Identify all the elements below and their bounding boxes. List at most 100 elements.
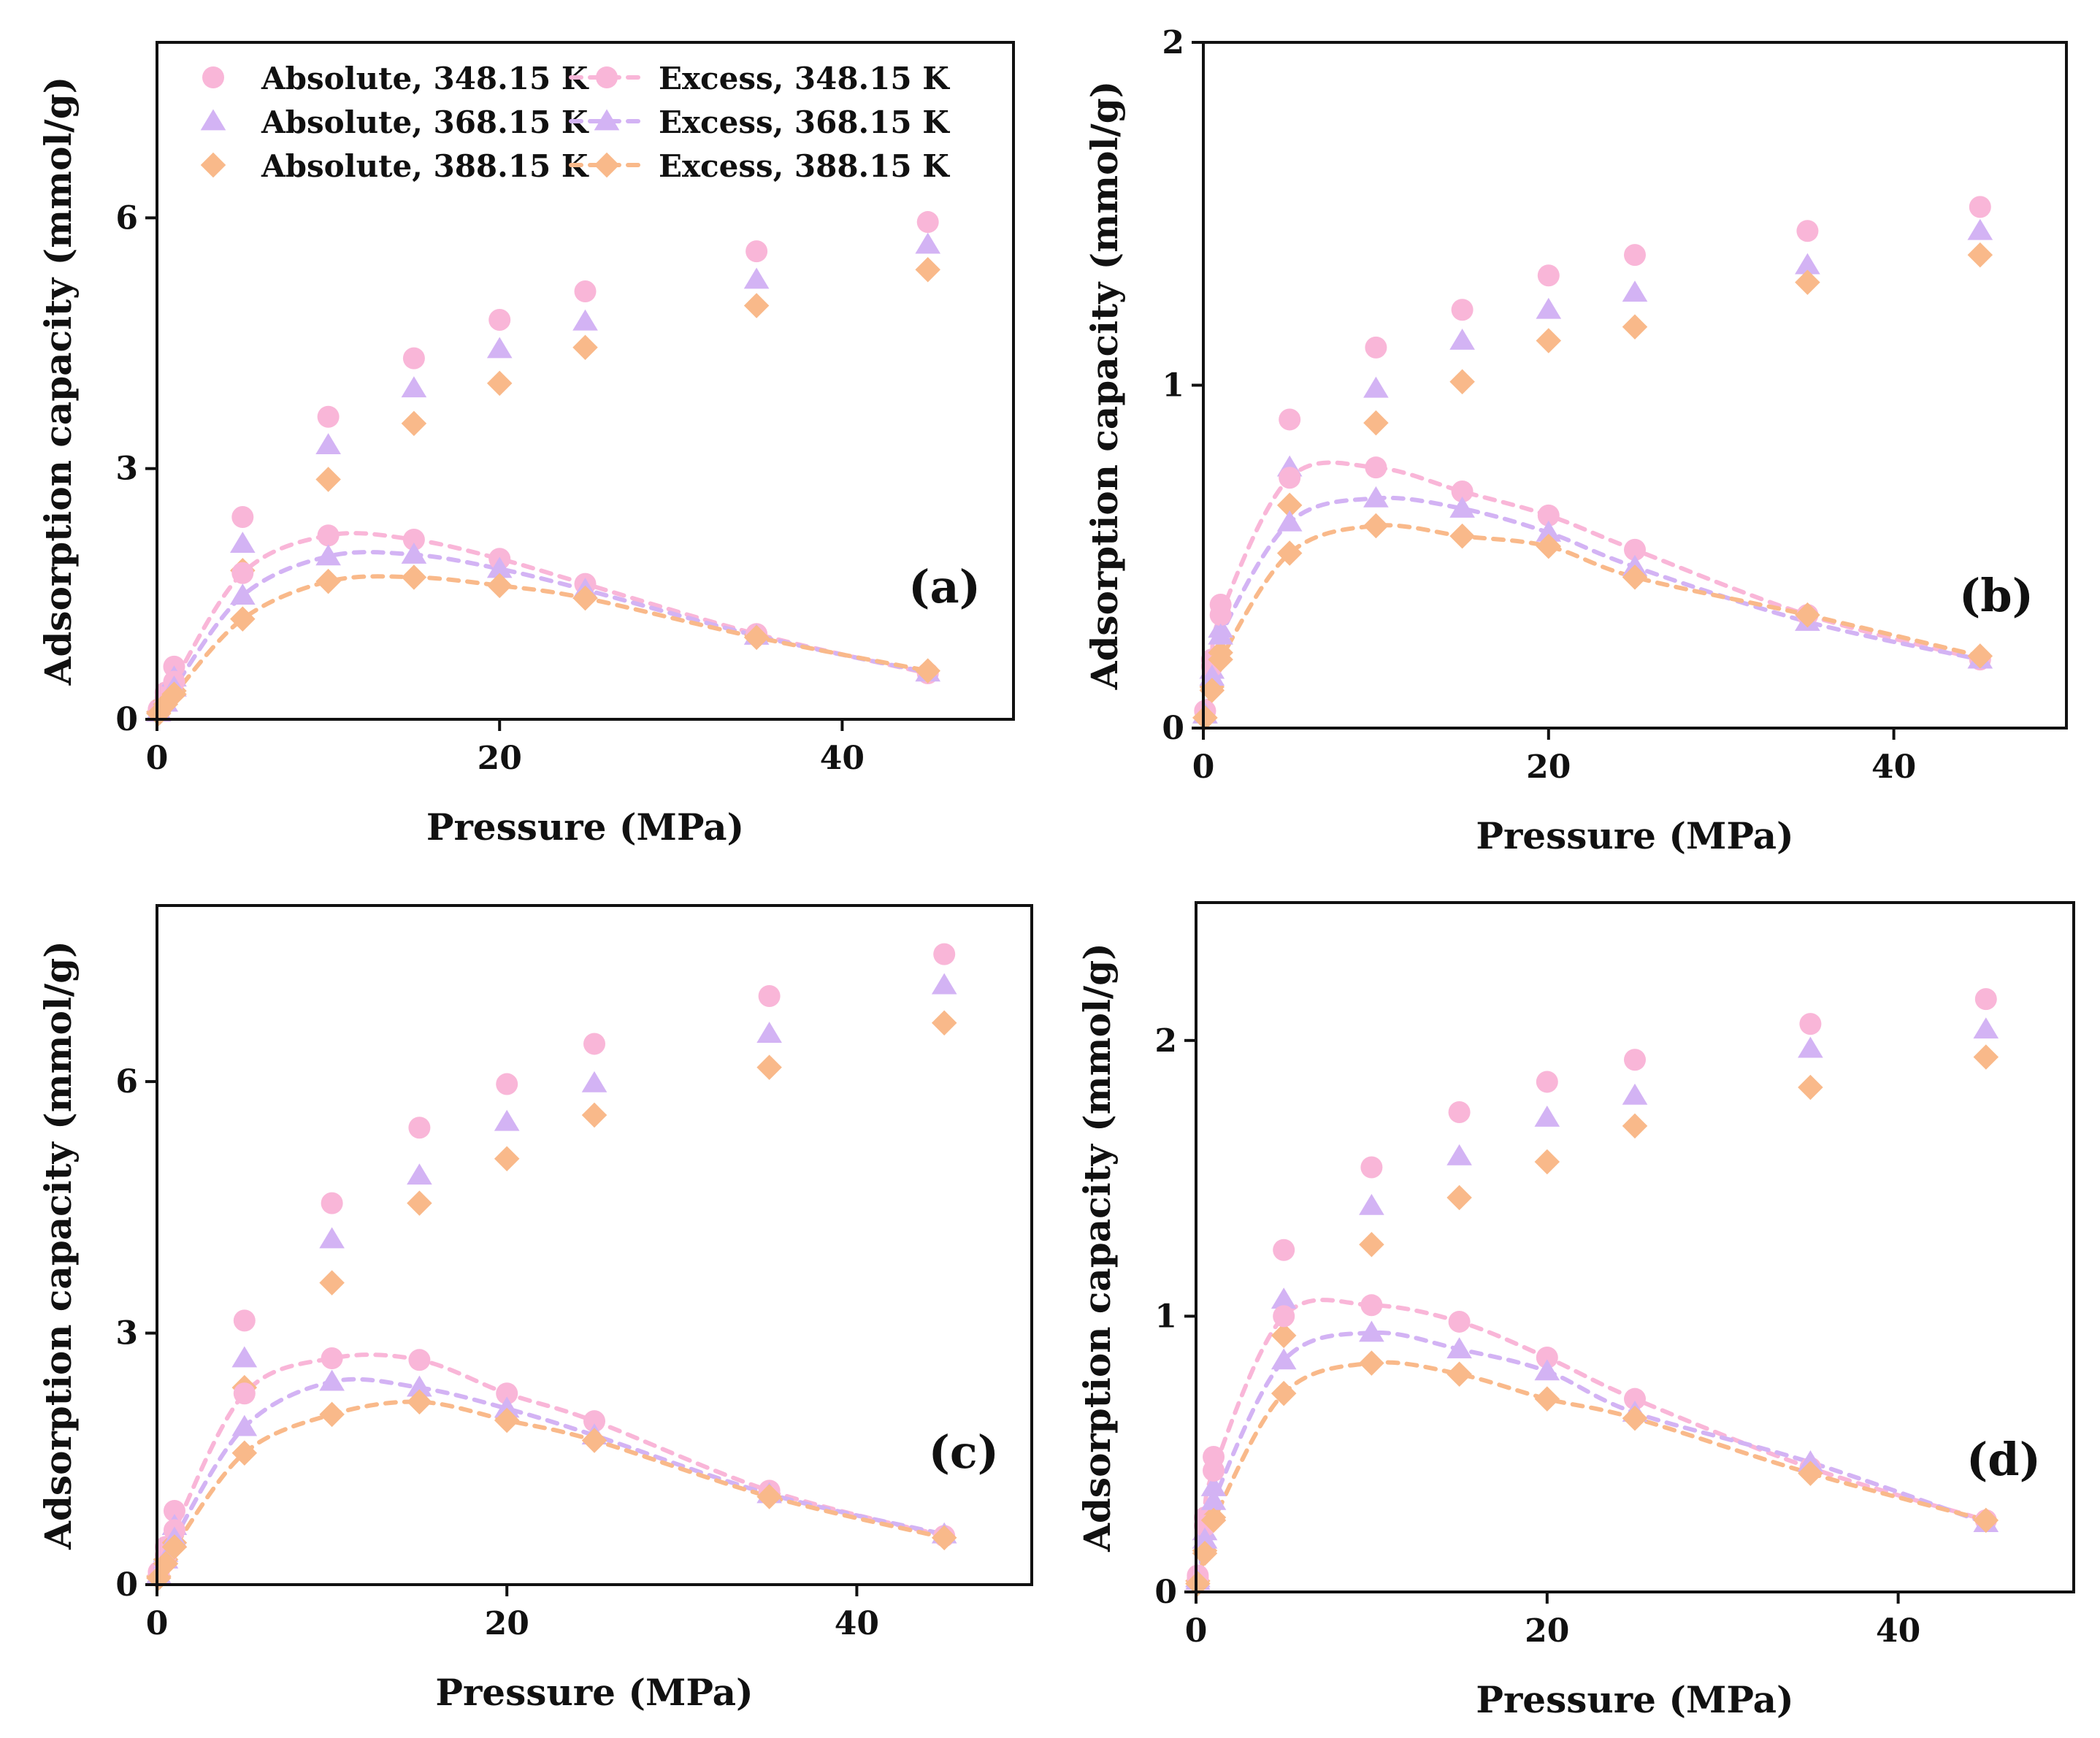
- data-point: [1200, 1507, 1227, 1534]
- excess-curve-4: [156, 550, 930, 715]
- data-point: [1363, 376, 1389, 398]
- series-5-markers: [1185, 1350, 1999, 1596]
- excess-curve-4: [156, 1377, 947, 1579]
- x-tick-label: 40: [1876, 1612, 1920, 1650]
- panel-label: (c): [929, 1425, 999, 1479]
- legend-label: Excess, 348.15 K: [659, 61, 950, 96]
- panel-c: 0 20 40 0 3 6 Pressure (MPa) Adsorption capacit…: [37, 904, 1033, 1714]
- data-point: [408, 1349, 431, 1371]
- y-tick-label: 3: [115, 1315, 138, 1352]
- data-point: [402, 347, 425, 370]
- y-tick-label: 1: [1154, 1298, 1177, 1335]
- data-point: [401, 410, 427, 437]
- data-point: [583, 1410, 605, 1433]
- y-tick-label: 6: [115, 199, 138, 237]
- series-0-markers: [147, 211, 939, 721]
- data-point: [1279, 408, 1301, 431]
- data-point: [1967, 218, 1993, 240]
- data-point: [486, 556, 513, 578]
- data-point: [581, 1428, 608, 1453]
- data-point: [572, 334, 598, 360]
- series-0-markers: [1194, 196, 1991, 722]
- y-tick-label: 2: [1162, 24, 1184, 61]
- series-2-markers: [1192, 242, 1993, 731]
- y-axis-title: Adsorption capacity (mmol/g): [37, 77, 80, 686]
- data-point: [1449, 497, 1475, 518]
- data-point: [401, 543, 427, 564]
- legend: Absolute, 348.15 K Excess, 348.15 K Absolu…: [200, 61, 950, 184]
- plot-frame: [156, 41, 1015, 721]
- data-point: [1271, 1322, 1297, 1349]
- panel-label: (a): [908, 560, 981, 613]
- x-tick-label: 0: [1185, 1612, 1208, 1650]
- data-point: [231, 1346, 258, 1368]
- data-point: [1273, 1239, 1295, 1261]
- data-point: [407, 1389, 432, 1414]
- data-point: [1209, 604, 1232, 627]
- data-point: [1622, 1405, 1648, 1431]
- series-0-markers: [147, 943, 956, 1583]
- data-point: [1796, 220, 1819, 242]
- data-point: [401, 376, 427, 398]
- data-point: [1624, 1387, 1646, 1410]
- legend-label: Excess, 388.15 K: [659, 148, 950, 184]
- data-point: [1271, 1348, 1297, 1370]
- excess-curve-5: [1195, 1360, 1988, 1586]
- data-point: [1798, 1074, 1823, 1100]
- data-point: [1537, 504, 1560, 527]
- data-point: [229, 583, 256, 605]
- data-point: [1365, 336, 1387, 359]
- data-point: [1363, 513, 1389, 539]
- data-point: [233, 1309, 256, 1332]
- data-point: [1279, 467, 1301, 489]
- legend-marker-excess: [596, 66, 618, 88]
- data-point: [581, 1102, 608, 1128]
- data-point: [319, 1270, 345, 1295]
- data-point: [488, 308, 511, 331]
- data-point: [756, 1022, 782, 1044]
- x-tick-label: 20: [485, 1605, 529, 1642]
- y-tick-label: 0: [1154, 1574, 1177, 1611]
- data-point: [494, 1146, 520, 1171]
- data-point: [153, 1551, 179, 1577]
- data-point: [1795, 253, 1820, 275]
- data-point: [229, 532, 256, 554]
- data-point: [1363, 486, 1389, 508]
- x-tick-label: 40: [820, 740, 865, 777]
- data-point: [758, 985, 781, 1007]
- data-point: [230, 606, 256, 632]
- data-point: [161, 1534, 188, 1560]
- data-point: [1536, 1071, 1558, 1093]
- data-point: [1622, 280, 1648, 302]
- data-point: [1973, 1017, 1999, 1039]
- data-point: [494, 1396, 520, 1418]
- data-point: [319, 1227, 345, 1249]
- y-tick-label: 0: [115, 701, 138, 738]
- data-point: [1799, 1013, 1822, 1035]
- y-tick-label: 1: [1162, 367, 1184, 405]
- y-tick-label: 0: [1162, 710, 1184, 747]
- data-point: [1449, 328, 1475, 350]
- x-tick-label: 40: [1871, 749, 1916, 786]
- data-point: [1622, 564, 1648, 590]
- data-point: [1199, 678, 1225, 703]
- legend-marker-excess: [594, 109, 620, 131]
- data-point: [1446, 1361, 1472, 1387]
- data-point: [1967, 242, 1993, 268]
- excess-curve-5: [156, 574, 930, 716]
- data-point: [1360, 1294, 1383, 1317]
- legend-marker-absolute: [200, 109, 226, 131]
- data-point: [574, 280, 597, 303]
- data-point: [1536, 297, 1562, 319]
- excess-curve-3: [156, 531, 930, 713]
- data-point: [163, 1499, 185, 1522]
- legend-label: Absolute, 368.15 K: [261, 104, 589, 140]
- series-5-markers: [1192, 513, 1993, 731]
- data-point: [1360, 1156, 1383, 1179]
- data-point: [1185, 1571, 1211, 1596]
- series-1-markers: [146, 973, 957, 1584]
- data-point: [1624, 538, 1646, 561]
- data-point: [231, 562, 254, 584]
- series-3-markers: [1187, 1294, 1997, 1590]
